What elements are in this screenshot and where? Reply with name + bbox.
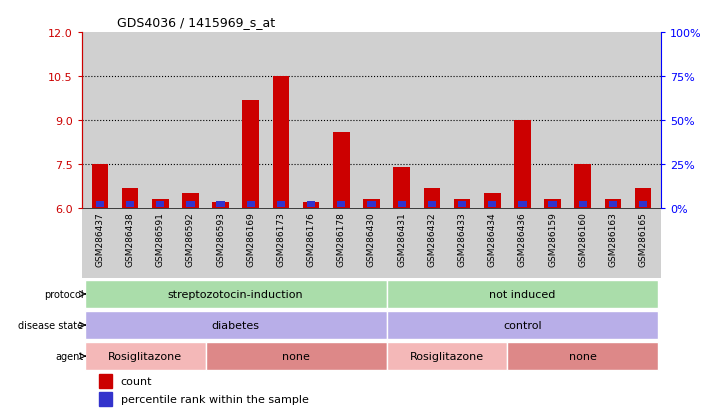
- Bar: [213, 203, 229, 209]
- Bar: [186, 202, 195, 207]
- Bar: [514, 121, 530, 209]
- Bar: [122, 188, 139, 209]
- Text: GSM286430: GSM286430: [367, 212, 376, 267]
- Text: protocol: protocol: [43, 289, 83, 299]
- Text: count: count: [121, 376, 152, 386]
- Bar: [96, 202, 104, 207]
- Bar: [99, 374, 112, 388]
- Bar: [368, 202, 375, 207]
- Text: GSM286438: GSM286438: [126, 212, 134, 267]
- Text: GSM286432: GSM286432: [427, 212, 437, 266]
- Bar: [337, 202, 346, 207]
- FancyBboxPatch shape: [205, 342, 387, 370]
- Bar: [152, 200, 169, 209]
- Text: GSM286163: GSM286163: [609, 212, 617, 267]
- Bar: [307, 202, 315, 207]
- Text: GSM286176: GSM286176: [306, 212, 316, 267]
- Text: GSM286165: GSM286165: [638, 212, 648, 267]
- Text: GSM286431: GSM286431: [397, 212, 406, 267]
- Text: none: none: [569, 351, 597, 361]
- Bar: [126, 202, 134, 207]
- Text: GSM286178: GSM286178: [337, 212, 346, 267]
- Bar: [156, 202, 164, 207]
- Text: disease state: disease state: [18, 320, 83, 330]
- FancyBboxPatch shape: [85, 342, 205, 370]
- Text: Rosiglitazone: Rosiglitazone: [108, 351, 182, 361]
- Bar: [574, 165, 591, 209]
- Text: Rosiglitazone: Rosiglitazone: [410, 351, 484, 361]
- FancyBboxPatch shape: [387, 342, 508, 370]
- Text: GSM286436: GSM286436: [518, 212, 527, 267]
- Text: none: none: [282, 351, 310, 361]
- Text: GSM286593: GSM286593: [216, 212, 225, 267]
- Bar: [247, 202, 255, 207]
- Text: GSM286591: GSM286591: [156, 212, 165, 267]
- Text: GSM286160: GSM286160: [578, 212, 587, 267]
- Bar: [363, 200, 380, 209]
- Text: GSM286169: GSM286169: [246, 212, 255, 267]
- FancyBboxPatch shape: [85, 280, 387, 309]
- Bar: [393, 168, 410, 209]
- Bar: [579, 202, 587, 207]
- Text: GSM286433: GSM286433: [458, 212, 466, 267]
- FancyBboxPatch shape: [387, 311, 658, 339]
- Bar: [397, 202, 406, 207]
- Bar: [216, 202, 225, 207]
- Bar: [242, 100, 259, 209]
- Bar: [609, 202, 617, 207]
- Bar: [454, 200, 471, 209]
- Bar: [182, 194, 198, 209]
- Bar: [548, 202, 557, 207]
- Bar: [99, 392, 112, 406]
- Text: GSM286592: GSM286592: [186, 212, 195, 267]
- FancyBboxPatch shape: [85, 311, 387, 339]
- Bar: [604, 200, 621, 209]
- Text: agent: agent: [55, 351, 83, 361]
- Bar: [272, 77, 289, 209]
- Text: GDS4036 / 1415969_s_at: GDS4036 / 1415969_s_at: [117, 16, 275, 29]
- Bar: [635, 188, 651, 209]
- Bar: [518, 202, 527, 207]
- Text: streptozotocin-induction: streptozotocin-induction: [168, 289, 304, 299]
- Bar: [488, 202, 496, 207]
- Text: GSM286434: GSM286434: [488, 212, 497, 266]
- Bar: [92, 165, 108, 209]
- Text: percentile rank within the sample: percentile rank within the sample: [121, 394, 309, 404]
- FancyBboxPatch shape: [508, 342, 658, 370]
- Text: control: control: [503, 320, 542, 330]
- Bar: [333, 133, 350, 209]
- Bar: [545, 200, 561, 209]
- Bar: [458, 202, 466, 207]
- Bar: [303, 203, 319, 209]
- Text: GSM286437: GSM286437: [95, 212, 105, 267]
- Bar: [639, 202, 647, 207]
- Bar: [424, 188, 440, 209]
- Text: not induced: not induced: [489, 289, 555, 299]
- Text: diabetes: diabetes: [212, 320, 260, 330]
- Text: GSM286159: GSM286159: [548, 212, 557, 267]
- Bar: [484, 194, 501, 209]
- Bar: [428, 202, 436, 207]
- FancyBboxPatch shape: [387, 280, 658, 309]
- Bar: [277, 202, 285, 207]
- Text: GSM286173: GSM286173: [277, 212, 285, 267]
